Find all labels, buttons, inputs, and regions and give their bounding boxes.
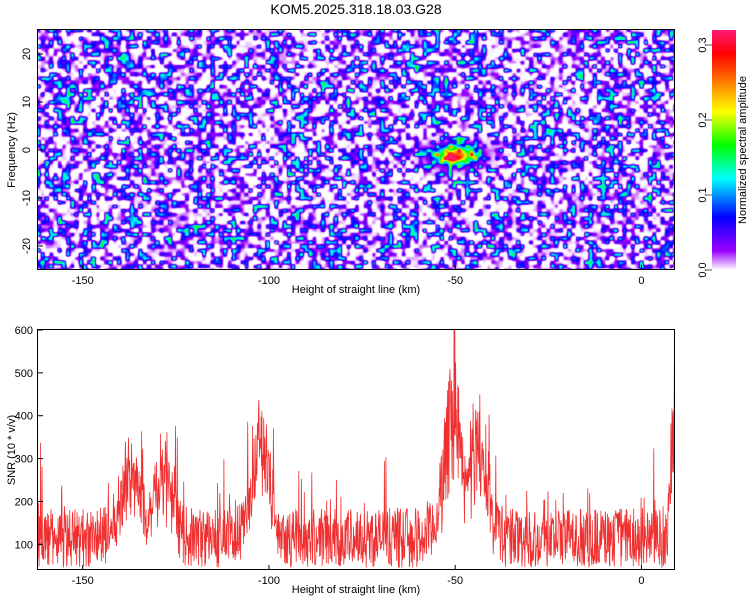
colorbar-tick-label: 0.3	[697, 37, 709, 52]
snr-series-line	[38, 330, 675, 568]
colorbar-tick-label: 0.1	[697, 187, 709, 202]
spectrogram-frame	[37, 29, 675, 270]
chart-title: KOM5.2025.318.18.03.G28	[270, 1, 441, 17]
spectrogram-x-tick-label: -100	[258, 275, 280, 287]
spectrogram-y-label: Frequency (Hz)	[6, 112, 18, 188]
snr-x-tick-label: -50	[447, 575, 463, 587]
snr-y-tick-label: 200	[15, 496, 33, 508]
colorbar-ticks: 0.0 0.1 0.2 0.3	[697, 37, 712, 278]
spectrogram-y-tick-label: 0	[21, 147, 33, 153]
snr-y-tick-label: 600	[15, 325, 33, 337]
colorbar-label: Normalized spectral amplitude	[737, 76, 749, 224]
snr-x-tick-label: -150	[72, 575, 94, 587]
colorbar-gradient	[712, 30, 736, 270]
spectrogram-y-tick-label: 10	[21, 96, 33, 108]
snr-y-tick-label: 500	[15, 368, 33, 380]
spectrogram-x-tick-label: 0	[638, 275, 644, 287]
colorbar-tick-label: 0.0	[697, 262, 709, 277]
spectrogram-x-label: Height of straight line (km)	[292, 284, 420, 296]
spectrogram-y-tick-label: 20	[21, 48, 33, 60]
snr-frame	[37, 329, 675, 570]
spectrogram-y-ticks: -20 -10 0 10 20	[21, 48, 43, 254]
spectrogram-image	[38, 30, 675, 270]
snr-y-tick-label: 300	[15, 454, 33, 466]
spectrogram-y-tick-label: -10	[21, 190, 33, 206]
snr-x-ticks: -150 -100 -50 0	[72, 565, 645, 587]
snr-y-label: SNR (10 * v/v)	[6, 415, 18, 485]
colorbar-tick-label: 0.2	[697, 112, 709, 127]
spectrogram-x-tick-label: -150	[72, 275, 94, 287]
spectrogram-x-tick-label: -50	[447, 275, 463, 287]
snr-panel: -150 -100 -50 0 100 200 300 400 500 600 Height o…	[6, 325, 675, 596]
spectrogram-x-ticks: -150 -100 -50 0	[72, 265, 645, 287]
snr-x-label: Height of straight line (km)	[292, 584, 420, 596]
spectrogram-y-tick-label: -20	[21, 238, 33, 254]
colorbar: 0.0 0.1 0.2 0.3 Normalized spectral amplitu…	[697, 30, 749, 278]
snr-y-tick-label: 400	[15, 411, 33, 423]
snr-y-ticks: 100 200 300 400 500 600	[15, 325, 43, 551]
snr-x-tick-label: -100	[258, 575, 280, 587]
snr-x-tick-label: 0	[638, 575, 644, 587]
snr-y-tick-label: 100	[15, 539, 33, 551]
